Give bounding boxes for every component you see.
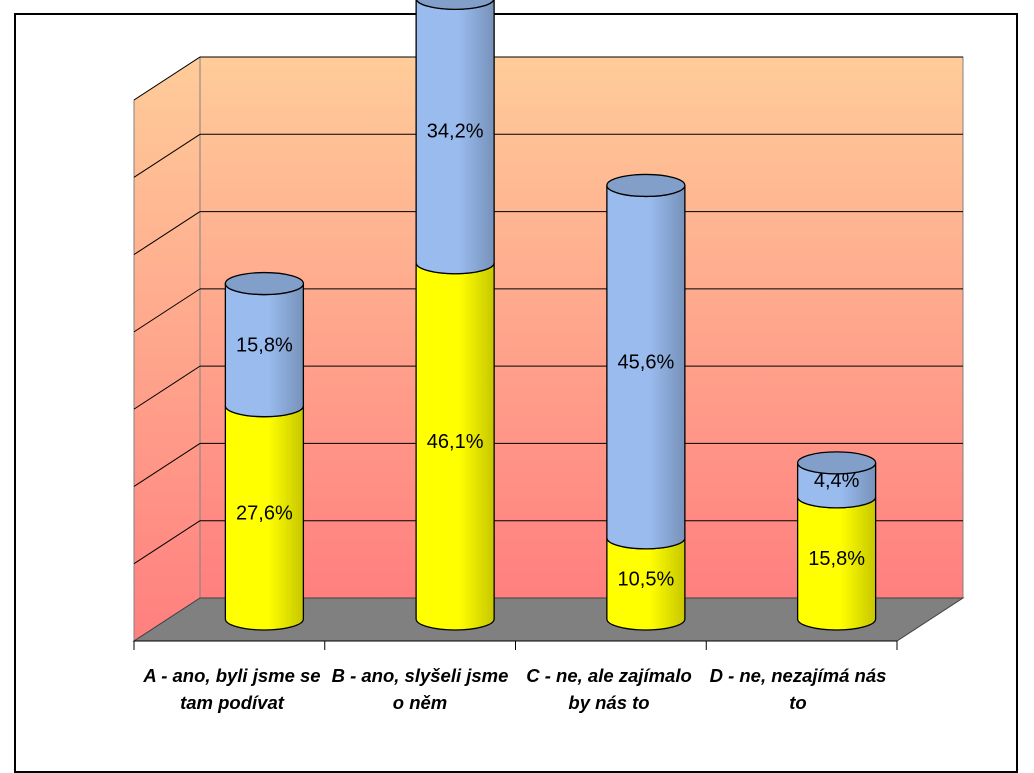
- category-label-a: A - ano, byli jsme se tam podívat: [143, 665, 321, 713]
- cylinder-cap-c: [606, 173, 686, 198]
- cylinder-c: 10,5% 45,6%: [606, 173, 686, 631]
- data-label-a-top: 15,8%: [236, 335, 293, 357]
- data-label-b-bottom: 46,1%: [427, 431, 484, 453]
- gridline: [133, 442, 963, 487]
- cylinder-cap-a: [224, 271, 305, 296]
- cylinder-cap-d: [796, 451, 877, 475]
- data-label-a-bottom: 27,6%: [236, 502, 293, 524]
- cylinder-b: 46,1% 34,2%: [415, 0, 495, 631]
- data-label-c-top: 45,6%: [618, 352, 675, 374]
- gridline: [133, 56, 963, 101]
- category-label-c: C - ne, ale zajímalo by nás to: [526, 665, 692, 713]
- side-wall: [133, 56, 201, 642]
- data-label-d-top: 4,4%: [814, 470, 860, 492]
- data-label-b-top: 34,2%: [427, 121, 484, 143]
- gridline: [133, 133, 963, 178]
- gridline: [133, 288, 963, 333]
- cylinder-cap-b: [415, 0, 495, 11]
- data-label-d-bottom: 15,8%: [808, 548, 865, 570]
- data-label-c-bottom: 10,5%: [618, 568, 675, 590]
- cylinder-a: 27,6% 15,8%: [224, 271, 305, 631]
- gridline: [133, 365, 963, 410]
- cylinder-d: 15,8% 4,4%: [796, 451, 877, 631]
- category-label-d: D - ne, nezajímá nás to: [709, 665, 887, 713]
- category-label-b: B - ano, slyšeli jsme o něm: [331, 665, 509, 713]
- gridline: [133, 211, 963, 255]
